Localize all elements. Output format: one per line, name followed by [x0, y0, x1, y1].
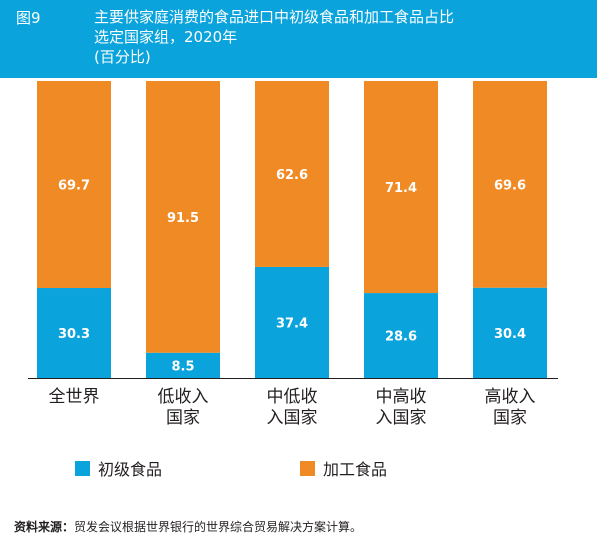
bar-segment-processed: [37, 81, 111, 289]
category-label: 中低收: [267, 387, 318, 407]
legend-item-primary: 初级食品: [75, 456, 162, 480]
legend-swatch-processed: [300, 460, 315, 476]
bar-segment-primary: [255, 266, 329, 378]
source-text: 贸发会议根据世界银行的世界综合贸易解决方案计算。: [74, 520, 363, 534]
data-label: 30.4: [494, 327, 526, 342]
legend-label-primary: 初级食品: [98, 460, 163, 479]
bar-segment-primary: [473, 287, 547, 378]
title-line: 主要供家庭消费的食品进口中初级食品和加工食品占比: [94, 8, 455, 26]
figure-header: 图9 主要供家庭消费的食品进口中初级食品和加工食品占比 选定国家组，2020年 …: [0, 0, 597, 78]
data-label: 71.4: [385, 181, 417, 196]
data-label: 69.6: [494, 178, 526, 193]
bar-segment-primary: [364, 293, 438, 378]
unit-line: (百分比): [94, 48, 151, 66]
bar-segment-primary: [37, 288, 111, 378]
category-label: 入国家: [376, 408, 427, 428]
data-label: 62.6: [276, 168, 308, 183]
legend-item-processed: 加工食品: [300, 456, 387, 480]
legend-label-processed: 加工食品: [323, 460, 388, 479]
data-label: 8.5: [171, 359, 194, 374]
category-label: 中高收: [376, 387, 427, 407]
data-label: 37.4: [276, 316, 308, 331]
bar-segment-processed: [146, 81, 220, 353]
subtitle-line: 选定国家组，2020年: [94, 28, 238, 46]
category-label: 全世界: [49, 387, 100, 407]
data-label: 69.7: [58, 179, 90, 194]
figure-label: 图9: [16, 9, 41, 27]
bar-segment-processed: [255, 81, 329, 267]
legend-swatch-primary: [75, 460, 90, 476]
bar-segment-primary: [146, 352, 220, 378]
category-label: 入国家: [267, 408, 318, 428]
source-note: 资料来源：贸发会议根据世界银行的世界综合贸易解决方案计算。: [14, 518, 362, 535]
category-label: 高收入: [485, 387, 536, 407]
figure-title: 主要供家庭消费的食品进口中初级食品和加工食品占比 选定国家组，2020年 (百分…: [94, 7, 584, 67]
bar-segment-processed: [473, 81, 547, 288]
data-label: 30.3: [58, 327, 90, 342]
stacked-bar-chart: 30.369.7全世界8.591.5低收入国家37.462.6中低收入国家28.…: [28, 81, 558, 428]
data-label: 28.6: [385, 330, 417, 345]
category-label: 低收入: [158, 387, 209, 407]
bar-segment-processed: [364, 81, 438, 294]
data-label: 91.5: [167, 211, 199, 226]
category-label: 国家: [493, 408, 527, 428]
category-label: 国家: [166, 408, 200, 428]
source-label: 资料来源：: [14, 520, 75, 534]
